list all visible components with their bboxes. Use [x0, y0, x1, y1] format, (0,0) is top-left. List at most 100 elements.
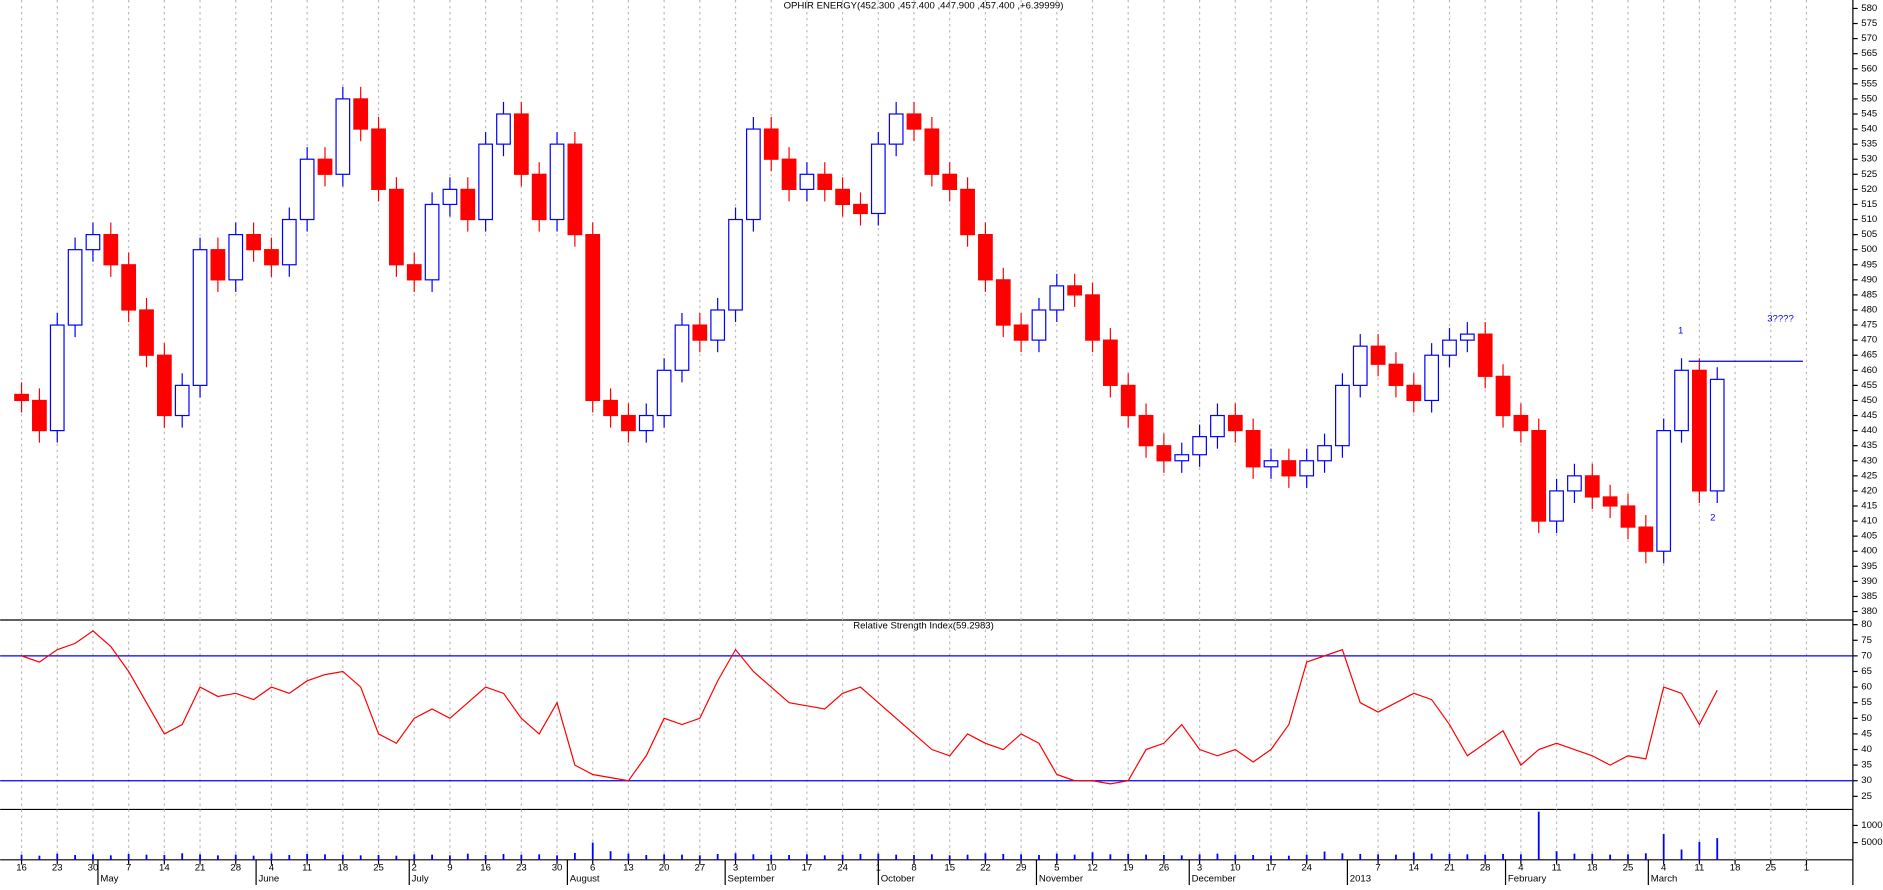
y-tick-label: 430: [1861, 455, 1877, 466]
y-tick-label: 465: [1861, 350, 1877, 361]
y-tick-label: 530: [1861, 154, 1877, 165]
candle-body: [995, 279, 1011, 326]
candle-body: [1495, 375, 1511, 417]
y-tick-label: 460: [1861, 365, 1877, 376]
candle-body: [442, 188, 458, 206]
y-tick-label: 575: [1861, 18, 1877, 29]
x-tick-label: 27: [694, 863, 705, 874]
y-tick-label: 525: [1861, 169, 1877, 180]
y-tick-label: 25: [1861, 791, 1872, 802]
x-tick-label: 25: [373, 863, 384, 874]
y-tick-label: 70: [1861, 650, 1872, 661]
candle-body: [924, 128, 940, 175]
x-tick-label: 25: [1765, 863, 1776, 874]
x-tick-label: 10: [766, 863, 777, 874]
candle-body: [1299, 460, 1315, 477]
candle-body: [1263, 460, 1279, 468]
candle-body: [1102, 339, 1118, 386]
x-tick-label: 4: [269, 863, 275, 874]
candle-body: [745, 128, 761, 221]
candle-body: [1424, 354, 1440, 402]
y-tick-label: 540: [1861, 124, 1877, 135]
candle-body: [1210, 414, 1225, 438]
y-tick-label: 535: [1861, 139, 1877, 150]
y-tick-label: 490: [1861, 274, 1877, 285]
y-tick-label: 5000: [1861, 837, 1882, 848]
candle-body: [978, 234, 993, 281]
month-label: August: [570, 874, 600, 885]
candle-body: [549, 143, 565, 221]
candle-body: [1549, 490, 1564, 522]
y-tick-label: 510: [1861, 214, 1877, 225]
y-tick-label: 75: [1861, 635, 1872, 646]
candle-body: [1192, 436, 1207, 456]
x-tick-label: 14: [159, 863, 170, 874]
x-tick-label: 11: [1694, 863, 1704, 874]
candle-body: [888, 113, 904, 145]
candle-body: [246, 234, 261, 251]
y-tick-label: 470: [1861, 335, 1877, 346]
x-tick-label: 18: [1587, 863, 1598, 874]
candle-body: [692, 324, 708, 341]
y-tick-label: 40: [1861, 744, 1872, 755]
candle-body: [1317, 445, 1332, 462]
month-label: September: [728, 874, 776, 885]
candle-body: [460, 188, 476, 221]
x-tick-label: 10: [1230, 863, 1241, 874]
candle-body: [335, 98, 351, 175]
y-tick-label: 480: [1861, 305, 1877, 316]
candle-body: [1067, 285, 1083, 296]
candle-body: [585, 234, 601, 402]
y-tick-label: 385: [1861, 591, 1877, 602]
candle-body: [1174, 454, 1190, 462]
y-tick-label: 545: [1861, 109, 1877, 120]
candle-body: [32, 399, 47, 432]
x-tick-label: 23: [52, 863, 63, 874]
x-tick-label: 29: [1016, 863, 1027, 874]
candle-body: [799, 173, 815, 190]
candle-body: [424, 203, 440, 281]
candle-body: [1531, 430, 1547, 522]
x-tick-label: 19: [1123, 863, 1134, 874]
x-tick-label: 24: [1301, 863, 1312, 874]
candle-body: [1227, 414, 1243, 432]
y-tick-label: 420: [1861, 485, 1877, 496]
candle-body: [1459, 333, 1475, 341]
y-tick-label: 520: [1861, 184, 1877, 195]
candle-body: [942, 173, 958, 190]
x-tick-label: 30: [88, 863, 99, 874]
y-tick-label: 450: [1861, 395, 1877, 406]
candle-body: [317, 158, 333, 175]
y-tick-label: 35: [1861, 760, 1872, 771]
y-tick-label: 475: [1861, 320, 1877, 331]
annotation: 1: [1678, 326, 1683, 337]
annotation: 3????: [1767, 314, 1794, 325]
y-tick-label: 485: [1861, 289, 1877, 300]
x-tick-label: 26: [1159, 863, 1170, 874]
candle-body: [1049, 285, 1065, 311]
x-tick-label: 4: [1661, 863, 1667, 874]
y-tick-label: 395: [1861, 561, 1877, 572]
x-tick-label: 15: [944, 863, 955, 874]
x-tick-label: 18: [1730, 863, 1741, 874]
x-tick-label: 25: [1623, 863, 1634, 874]
month-label: July: [412, 874, 429, 885]
candle-body: [264, 249, 279, 266]
candle-body: [763, 128, 779, 160]
candle-body: [1674, 369, 1689, 432]
candle-body: [1281, 460, 1297, 477]
candle-body: [710, 309, 726, 341]
x-tick-label: 23: [516, 863, 527, 874]
month-label: October: [881, 874, 916, 885]
candle-body: [103, 234, 119, 266]
x-tick-label: 7: [126, 863, 131, 874]
candle-body: [14, 393, 29, 402]
candle-body: [1477, 333, 1493, 377]
candle-body: [513, 113, 529, 175]
x-tick-label: 21: [195, 863, 206, 874]
candle-body: [156, 354, 172, 417]
y-tick-label: 580: [1861, 3, 1877, 14]
y-tick-label: 560: [1861, 63, 1877, 74]
